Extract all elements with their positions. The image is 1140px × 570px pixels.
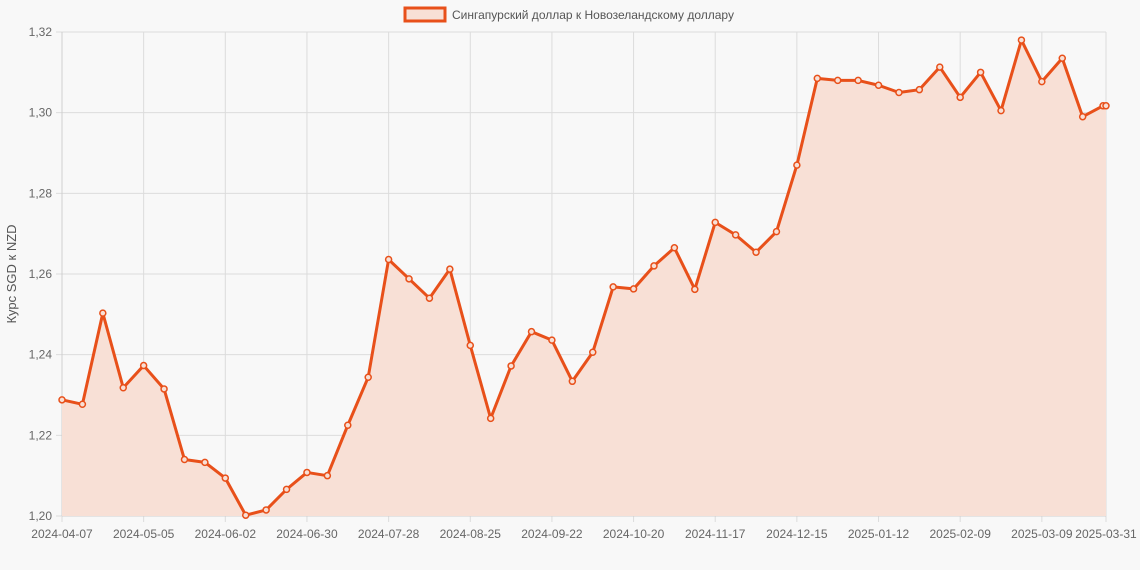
data-point[interactable] <box>1017 36 1026 44</box>
data-point[interactable] <box>405 275 413 283</box>
data-point[interactable] <box>609 283 617 291</box>
data-point[interactable] <box>160 385 168 393</box>
data-point[interactable] <box>874 81 883 89</box>
data-point[interactable] <box>221 474 230 482</box>
x-tick-label: 2025-03-31 <box>1075 527 1137 541</box>
data-point[interactable] <box>1102 102 1110 110</box>
data-point[interactable] <box>262 506 270 514</box>
data-point[interactable] <box>548 336 556 344</box>
x-tick-label: 2024-05-05 <box>113 527 175 541</box>
x-tick-label: 2025-02-09 <box>929 527 991 541</box>
y-tick-label: 1,30 <box>29 106 53 120</box>
legend-swatch <box>403 6 447 23</box>
x-axis: 2024-04-07 2024-05-05 2024-06-02 2024-06-30… <box>31 527 1137 541</box>
data-point[interactable] <box>282 485 291 494</box>
data-point[interactable] <box>915 85 924 94</box>
data-point[interactable] <box>201 458 209 467</box>
data-point[interactable] <box>446 265 454 273</box>
y-tick-label: 1,26 <box>29 267 53 281</box>
data-point[interactable] <box>303 468 311 477</box>
x-tick-label: 2024-12-15 <box>766 527 828 541</box>
data-point[interactable] <box>629 285 638 293</box>
legend-label: Сингапурский доллар к Новозеландскому до… <box>452 8 734 22</box>
data-point[interactable] <box>813 74 822 83</box>
x-tick-label: 2024-06-30 <box>276 527 338 541</box>
x-tick-label: 2024-04-07 <box>31 527 93 541</box>
data-point[interactable] <box>976 68 985 77</box>
data-point[interactable] <box>364 373 372 382</box>
data-point[interactable] <box>139 361 148 370</box>
data-point[interactable] <box>956 93 964 102</box>
data-point[interactable] <box>507 362 515 370</box>
x-tick-label: 2024-06-02 <box>195 527 257 541</box>
data-point[interactable] <box>1038 77 1046 86</box>
data-point[interactable] <box>241 511 250 519</box>
data-point[interactable] <box>384 255 393 264</box>
data-point[interactable] <box>833 76 842 85</box>
data-point[interactable] <box>752 248 760 256</box>
data-point[interactable] <box>588 348 597 356</box>
data-point[interactable] <box>425 294 434 302</box>
x-tick-label: 2025-03-09 <box>1011 527 1073 541</box>
data-point[interactable] <box>793 161 801 169</box>
data-point[interactable] <box>711 218 719 227</box>
y-tick-label: 1,24 <box>29 348 53 362</box>
data-point[interactable] <box>691 285 699 294</box>
data-point[interactable] <box>486 414 495 423</box>
y-tick-label: 1,28 <box>29 186 53 200</box>
data-point[interactable] <box>180 455 189 464</box>
data-point[interactable] <box>650 262 658 270</box>
data-point[interactable] <box>1058 54 1067 62</box>
data-point[interactable] <box>344 421 352 429</box>
data-point[interactable] <box>119 383 127 392</box>
data-point[interactable] <box>670 244 679 252</box>
x-tick-label: 2025-01-12 <box>848 527 910 541</box>
data-point[interactable] <box>854 76 862 85</box>
y-tick-label: 1,32 <box>29 25 53 39</box>
series-area <box>62 40 1106 516</box>
x-tick-label: 2024-07-28 <box>358 527 420 541</box>
data-point[interactable] <box>568 377 577 386</box>
x-tick-label: 2024-09-22 <box>521 527 583 541</box>
data-point[interactable] <box>731 231 740 239</box>
y-tick-label: 1,20 <box>29 509 53 523</box>
data-point[interactable] <box>323 471 332 480</box>
data-point[interactable] <box>895 88 903 97</box>
data-point[interactable] <box>58 396 66 404</box>
data-point[interactable] <box>466 341 475 350</box>
y-axis-title: Курс SGD к NZD <box>4 224 19 323</box>
data-point[interactable] <box>772 227 781 236</box>
data-point[interactable] <box>78 400 87 409</box>
y-tick-label: 1,22 <box>29 428 53 442</box>
legend[interactable]: Сингапурский доллар к Новозеландскому до… <box>403 6 734 23</box>
data-point[interactable] <box>1078 112 1087 121</box>
y-axis: 1,20 1,22 1,24 1,26 1,28 1,30 1,32 <box>29 25 53 523</box>
x-tick-label: 2024-10-20 <box>603 527 665 541</box>
series-layer <box>58 36 1110 519</box>
data-point[interactable] <box>99 309 107 317</box>
data-point[interactable] <box>936 63 944 71</box>
data-point[interactable] <box>527 327 536 336</box>
x-tick-label: 2024-08-25 <box>440 527 502 541</box>
data-point[interactable] <box>997 106 1005 115</box>
x-tick-label: 2024-11-17 <box>685 527 746 541</box>
